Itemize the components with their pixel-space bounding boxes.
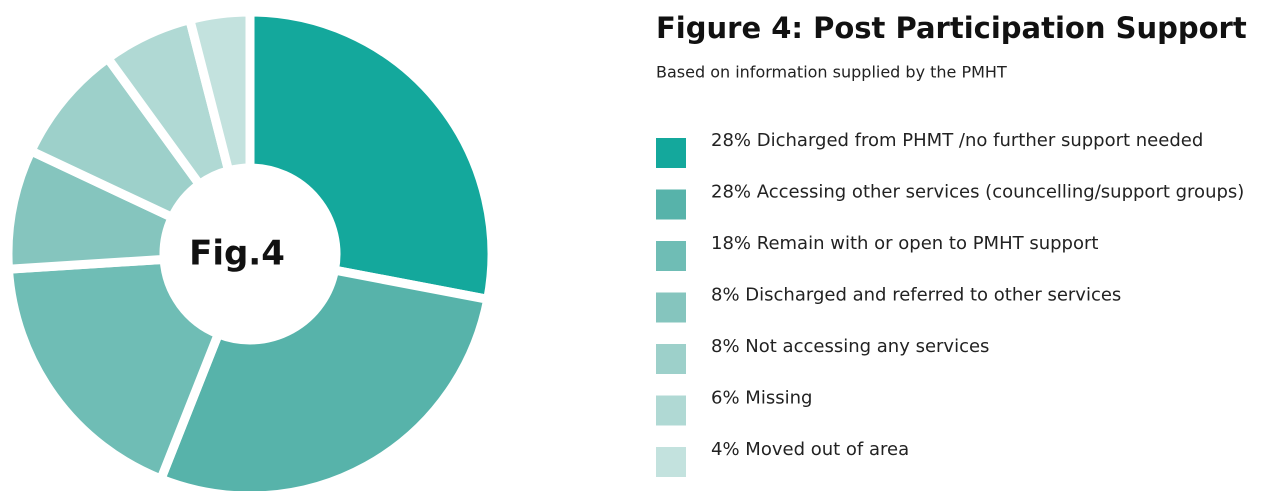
legend-value: 4% bbox=[711, 439, 740, 460]
legend-value: 8% bbox=[711, 285, 740, 306]
legend-value: 6% bbox=[711, 388, 740, 409]
legend-value: 18% bbox=[711, 233, 751, 254]
legend-label: 4% Moved out of area bbox=[711, 439, 909, 460]
slice bbox=[3, 254, 225, 485]
slice bbox=[245, 7, 497, 305]
legend-swatch bbox=[656, 344, 686, 374]
chart-subtitle: Based on information supplied by the PMH… bbox=[656, 63, 1007, 82]
legend-swatch bbox=[656, 241, 686, 271]
legend-swatch bbox=[656, 138, 686, 168]
legend-label: 8% Not accessing any services bbox=[711, 336, 989, 357]
chart-title: Figure 4: Post Participation Support bbox=[656, 11, 1247, 45]
legend-category: Not accessing any services bbox=[745, 336, 989, 357]
legend-swatch bbox=[656, 447, 686, 477]
legend-value: 28% bbox=[711, 182, 751, 203]
legend-label: 6% Missing bbox=[711, 388, 812, 409]
legend-label: 28% Accessing other services (councellin… bbox=[711, 182, 1244, 203]
legend-label: 28% Dicharged from PHMT /no further supp… bbox=[711, 130, 1203, 151]
legend-label: 8% Discharged and referred to other serv… bbox=[711, 285, 1121, 306]
center-label: Fig.4 bbox=[189, 234, 285, 274]
legend-category: Dicharged from PHMT /no further support … bbox=[757, 130, 1204, 151]
legend-value: 28% bbox=[711, 130, 751, 151]
slice bbox=[155, 264, 493, 491]
slice bbox=[184, 7, 255, 177]
legend-category: Discharged and referred to other service… bbox=[745, 285, 1121, 306]
legend-category: Remain with or open to PMHT support bbox=[757, 233, 1099, 254]
legend-value: 8% bbox=[711, 336, 740, 357]
legend: 28% Dicharged from PHMT /no further supp… bbox=[656, 130, 1244, 477]
donut bbox=[3, 7, 497, 491]
legend-swatch bbox=[656, 395, 686, 426]
legend-swatch bbox=[656, 189, 686, 220]
legend-category: Missing bbox=[745, 388, 812, 409]
legend-category: Accessing other services (councelling/su… bbox=[757, 182, 1245, 203]
legend-label: 18% Remain with or open to PMHT support bbox=[711, 233, 1098, 254]
legend-swatch bbox=[656, 292, 686, 323]
legend-category: Moved out of area bbox=[745, 439, 909, 460]
